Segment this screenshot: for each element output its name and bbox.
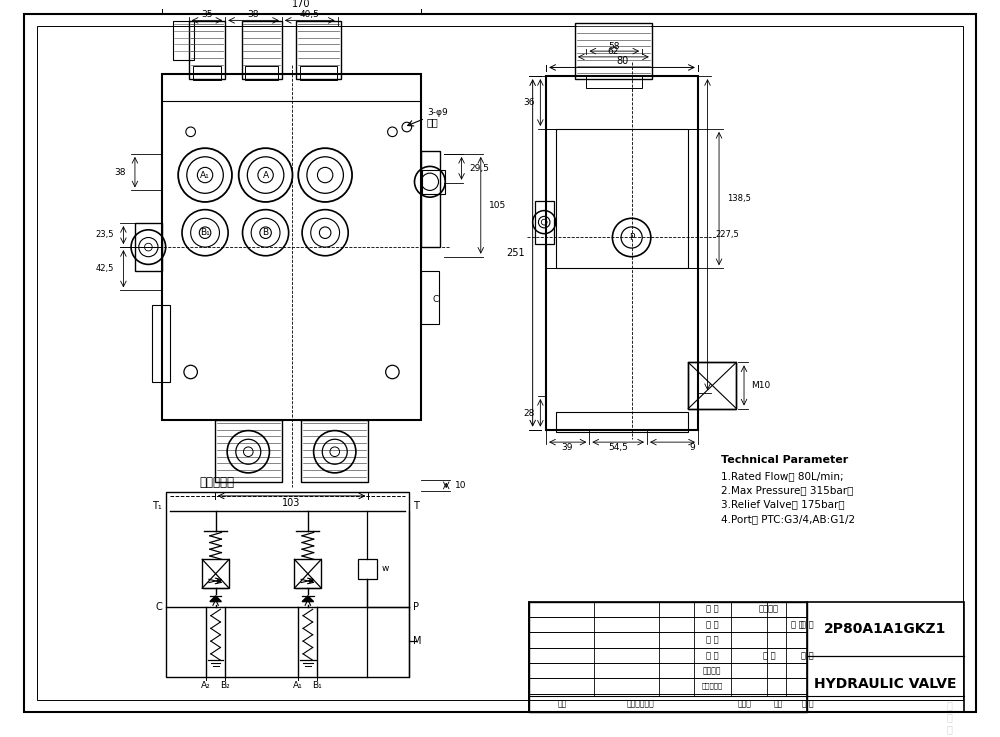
Text: 138,5: 138,5 xyxy=(727,194,751,203)
Text: 设 计: 设 计 xyxy=(706,605,719,614)
Bar xyxy=(202,559,229,588)
Bar xyxy=(421,271,439,324)
Text: 工艺检查: 工艺检查 xyxy=(703,666,722,675)
Text: B: B xyxy=(263,228,269,237)
Text: B₂: B₂ xyxy=(220,681,230,690)
Text: 2P80A1A1GKZ1: 2P80A1A1GKZ1 xyxy=(824,621,946,635)
Text: C: C xyxy=(433,296,439,304)
Text: 重 量: 重 量 xyxy=(791,620,803,629)
Text: 3-φ9: 3-φ9 xyxy=(427,108,448,117)
Text: 58: 58 xyxy=(609,42,620,51)
Text: 第 卷: 第 卷 xyxy=(801,651,814,660)
Bar xyxy=(242,21,282,79)
Bar xyxy=(173,21,194,60)
Bar xyxy=(301,420,368,483)
Text: 80: 80 xyxy=(616,56,628,66)
Bar xyxy=(189,21,225,79)
Text: A₁: A₁ xyxy=(293,681,303,690)
Text: Technical Parameter: Technical Parameter xyxy=(721,455,848,465)
Text: 4.Port： PTC:G3/4,AB:G1/2: 4.Port： PTC:G3/4,AB:G1/2 xyxy=(721,514,855,524)
Text: 38: 38 xyxy=(114,168,125,177)
Bar xyxy=(152,304,170,382)
Text: 共 卷: 共 卷 xyxy=(763,651,775,660)
Bar xyxy=(529,601,964,712)
Text: 2.Max Pressure： 315bar；: 2.Max Pressure： 315bar； xyxy=(721,485,853,495)
Bar xyxy=(294,559,321,588)
Text: P: P xyxy=(413,602,419,612)
Bar xyxy=(556,412,688,432)
Bar xyxy=(546,76,698,430)
Text: M: M xyxy=(413,636,421,646)
Bar xyxy=(193,66,221,80)
Text: 54,5: 54,5 xyxy=(608,444,628,453)
Bar xyxy=(162,74,421,420)
Text: 比 例: 比 例 xyxy=(801,620,814,629)
Text: A₁: A₁ xyxy=(200,170,210,180)
Text: 标准化检查: 标准化检查 xyxy=(702,683,723,689)
Text: HYDRAULIC VALVE: HYDRAULIC VALVE xyxy=(814,677,956,691)
Text: T: T xyxy=(413,500,418,511)
Text: 更改人: 更改人 xyxy=(738,699,752,708)
Bar xyxy=(575,24,652,79)
Text: 标记: 标记 xyxy=(558,699,567,708)
Bar xyxy=(296,21,341,79)
Text: 227,5: 227,5 xyxy=(715,230,739,239)
Bar xyxy=(529,601,807,712)
Text: 通孔: 通孔 xyxy=(427,117,439,128)
Text: 签 核: 签 核 xyxy=(802,699,813,708)
Bar xyxy=(245,66,278,80)
Text: T₁: T₁ xyxy=(152,500,162,511)
Text: 1.Rated Flow： 80L/min;: 1.Rated Flow： 80L/min; xyxy=(721,471,844,481)
Polygon shape xyxy=(210,595,221,601)
Text: A₂: A₂ xyxy=(201,681,211,690)
Text: 10: 10 xyxy=(455,481,466,490)
Text: 描 图: 描 图 xyxy=(706,635,719,645)
Text: C: C xyxy=(155,602,162,612)
Text: 日期: 日期 xyxy=(774,699,783,708)
Text: 液压原理图: 液压原理图 xyxy=(199,476,234,489)
Bar xyxy=(300,66,337,80)
Text: 105: 105 xyxy=(488,201,506,210)
Text: P: P xyxy=(629,233,634,242)
Text: 更改内容说明: 更改内容说明 xyxy=(626,699,654,708)
Bar xyxy=(422,170,445,195)
Text: 图样标记: 图样标记 xyxy=(759,605,779,614)
Text: 38: 38 xyxy=(247,10,259,19)
Text: 103: 103 xyxy=(282,497,301,508)
Text: 35: 35 xyxy=(201,10,213,19)
Text: 36: 36 xyxy=(523,97,535,107)
Text: 39: 39 xyxy=(561,444,573,453)
Text: w: w xyxy=(382,565,389,573)
Bar xyxy=(215,420,282,483)
Text: 校 对: 校 对 xyxy=(706,651,719,660)
Bar xyxy=(421,151,440,247)
Text: B₁: B₁ xyxy=(313,681,322,690)
Text: 28: 28 xyxy=(523,409,535,418)
Text: 3.Relief Valve： 175bar；: 3.Relief Valve： 175bar； xyxy=(721,500,845,509)
Text: 251: 251 xyxy=(506,248,525,258)
Text: 9: 9 xyxy=(689,444,695,453)
Text: 23,5: 23,5 xyxy=(95,230,114,239)
Text: 29,5: 29,5 xyxy=(469,164,489,173)
Text: 42,5: 42,5 xyxy=(95,264,114,273)
Bar xyxy=(166,492,409,677)
Bar xyxy=(586,76,642,88)
Text: 170: 170 xyxy=(292,0,310,9)
Text: B₁: B₁ xyxy=(200,228,210,237)
Bar xyxy=(688,363,736,408)
Text: M10: M10 xyxy=(751,381,770,390)
Text: 40,5: 40,5 xyxy=(300,10,320,19)
Text: A: A xyxy=(263,170,269,180)
Bar xyxy=(556,129,688,268)
Text: 制 图: 制 图 xyxy=(706,620,719,629)
Bar xyxy=(135,223,162,271)
Text: 62: 62 xyxy=(608,46,619,55)
Bar xyxy=(535,201,554,244)
Bar xyxy=(688,363,736,408)
Bar xyxy=(358,559,377,579)
Polygon shape xyxy=(302,595,314,601)
Text: 激
动
仿: 激 动 仿 xyxy=(947,701,953,734)
